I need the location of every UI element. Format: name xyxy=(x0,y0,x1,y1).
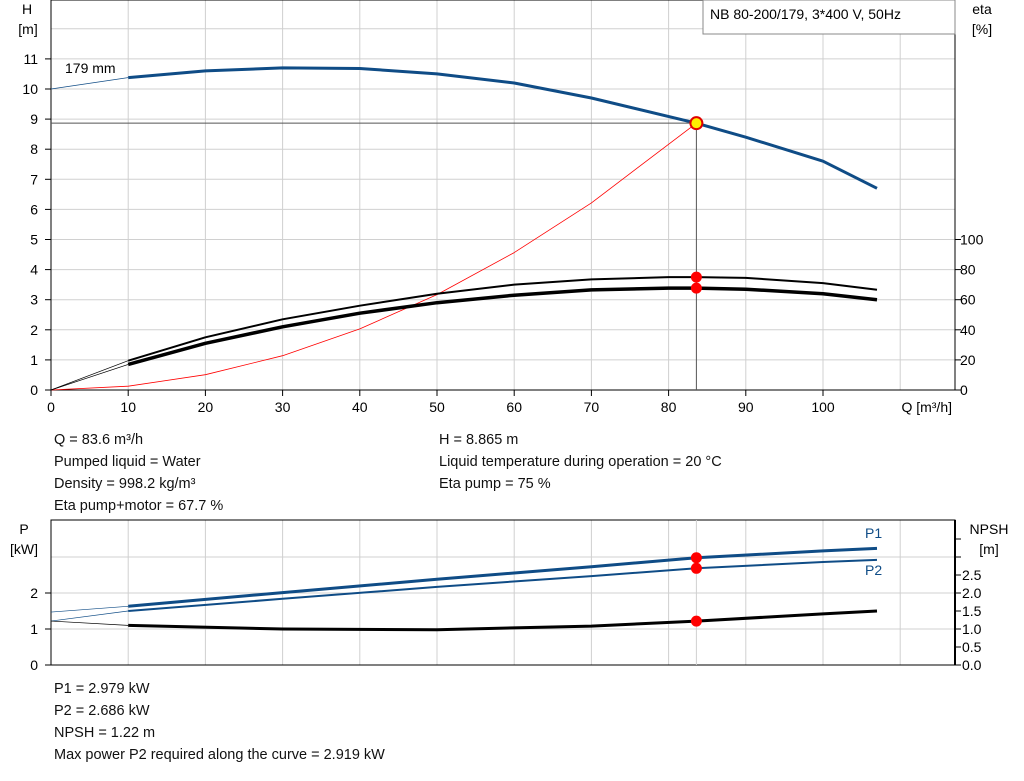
y2-tick-label: 100 xyxy=(960,232,984,248)
x-tick-label: 80 xyxy=(661,399,677,415)
info-eta-pump-motor: Eta pump+motor = 67.7 % xyxy=(54,498,224,514)
chart-title: NB 80-200/179, 3*400 V, 50Hz xyxy=(710,6,901,22)
y2-axis-unit: [%] xyxy=(972,21,992,37)
p-tick-label: 0 xyxy=(30,657,38,673)
x-tick-label: 70 xyxy=(584,399,600,415)
eta-pump-extension xyxy=(50,360,129,391)
eta-pump-curve xyxy=(127,276,878,362)
info-bottom: P1 = 2.979 kW P2 = 2.686 kW NPSH = 1.22 … xyxy=(54,678,385,766)
y2-tick-label: 80 xyxy=(960,262,976,278)
eta-pump-point xyxy=(690,271,702,283)
p-tick-label: 2 xyxy=(30,585,38,601)
info-p1: P1 = 2.979 kW xyxy=(54,681,150,697)
y-tick-label: 8 xyxy=(30,141,38,157)
npsh-point xyxy=(690,615,702,627)
x-tick-label: 100 xyxy=(811,399,835,415)
info-liquid: Pumped liquid = Water xyxy=(54,454,201,470)
info-q: Q = 83.6 m³/h xyxy=(54,432,144,448)
info-temperature: Liquid temperature during operation = 20… xyxy=(439,454,722,470)
y2-tick-label: 20 xyxy=(960,352,976,368)
npsh-tick-label: 1.5 xyxy=(962,603,982,619)
y-tick-label: 0 xyxy=(30,382,38,398)
p1-curve xyxy=(128,546,878,608)
p2-curve xyxy=(128,558,878,612)
p1-label: P1 xyxy=(865,525,882,541)
p1-point xyxy=(690,552,702,564)
x-tick-label: 30 xyxy=(275,399,291,415)
y-tick-label: 10 xyxy=(22,81,38,97)
x-tick-label: 50 xyxy=(429,399,445,415)
y-tick-label: 5 xyxy=(30,232,38,248)
p2-extension xyxy=(50,610,129,622)
info-density: Density = 998.2 kg/m³ xyxy=(54,476,196,492)
x-tick-label: 90 xyxy=(738,399,754,415)
y2-tick-label: 60 xyxy=(960,292,976,308)
x-axis-label: Q [m³/h] xyxy=(901,399,952,415)
p2-label: P2 xyxy=(865,562,882,578)
info-max-p2: Max power P2 required along the curve = … xyxy=(54,747,385,763)
info-top-right: H = 8.865 m Liquid temperature during op… xyxy=(439,429,722,495)
npsh-tick-label: 0.5 xyxy=(962,639,982,655)
p1-extension xyxy=(50,605,129,613)
npsh-axis-label: NPSH xyxy=(970,521,1009,537)
npsh-tick-label: 2.0 xyxy=(962,585,982,601)
npsh-axis-unit: [m] xyxy=(979,541,998,557)
title-box xyxy=(702,0,956,35)
y-axis-label: H xyxy=(22,1,32,17)
p-axis-unit: [kW] xyxy=(10,541,38,557)
npsh-extension xyxy=(50,620,129,626)
x-tick-label: 10 xyxy=(120,399,136,415)
y-tick-label: 4 xyxy=(30,262,38,278)
x-tick-label: 0 xyxy=(47,399,55,415)
x-tick-label: 60 xyxy=(506,399,522,415)
info-eta-pump: Eta pump = 75 % xyxy=(439,476,551,492)
y-tick-label: 3 xyxy=(30,292,38,308)
y2-tick-label: 0 xyxy=(960,382,968,398)
npsh-curve xyxy=(128,609,878,632)
y-tick-label: 1 xyxy=(30,352,38,368)
info-h: H = 8.865 m xyxy=(439,432,519,448)
info-p2: P2 = 2.686 kW xyxy=(54,703,150,719)
x-tick-label: 40 xyxy=(352,399,368,415)
y-tick-label: 6 xyxy=(30,201,38,217)
y2-tick-label: 40 xyxy=(960,322,976,338)
npsh-tick-label: 2.5 xyxy=(962,567,982,583)
p2-point xyxy=(690,562,702,574)
y-tick-label: 9 xyxy=(30,111,38,127)
impeller-label: 179 mm xyxy=(65,60,116,76)
y-tick-label: 11 xyxy=(23,51,38,67)
p-tick-label: 1 xyxy=(30,621,38,637)
x-tick-label: 20 xyxy=(198,399,214,415)
p-axis-label: P xyxy=(19,521,28,537)
eta-pump-motor-curve xyxy=(127,286,878,367)
npsh-tick-label: 1.0 xyxy=(962,621,982,637)
info-top-left: Q = 83.6 m³/h Pumped liquid = Water Dens… xyxy=(54,429,223,517)
y2-axis-label: eta xyxy=(972,1,992,17)
plot-frame xyxy=(50,0,956,391)
duty-point xyxy=(689,116,704,131)
h-curve-extension xyxy=(50,77,129,90)
eta-pump-motor-point xyxy=(690,282,702,294)
info-npsh: NPSH = 1.22 m xyxy=(54,725,156,741)
y-tick-label: 2 xyxy=(30,322,38,338)
h-curve xyxy=(128,66,878,190)
y-tick-label: 7 xyxy=(30,171,38,187)
system-curve xyxy=(50,122,697,391)
npsh-tick-label: 0.0 xyxy=(962,657,982,673)
eta-pump-motor-extension xyxy=(50,364,129,391)
y-axis-unit: [m] xyxy=(18,21,37,37)
